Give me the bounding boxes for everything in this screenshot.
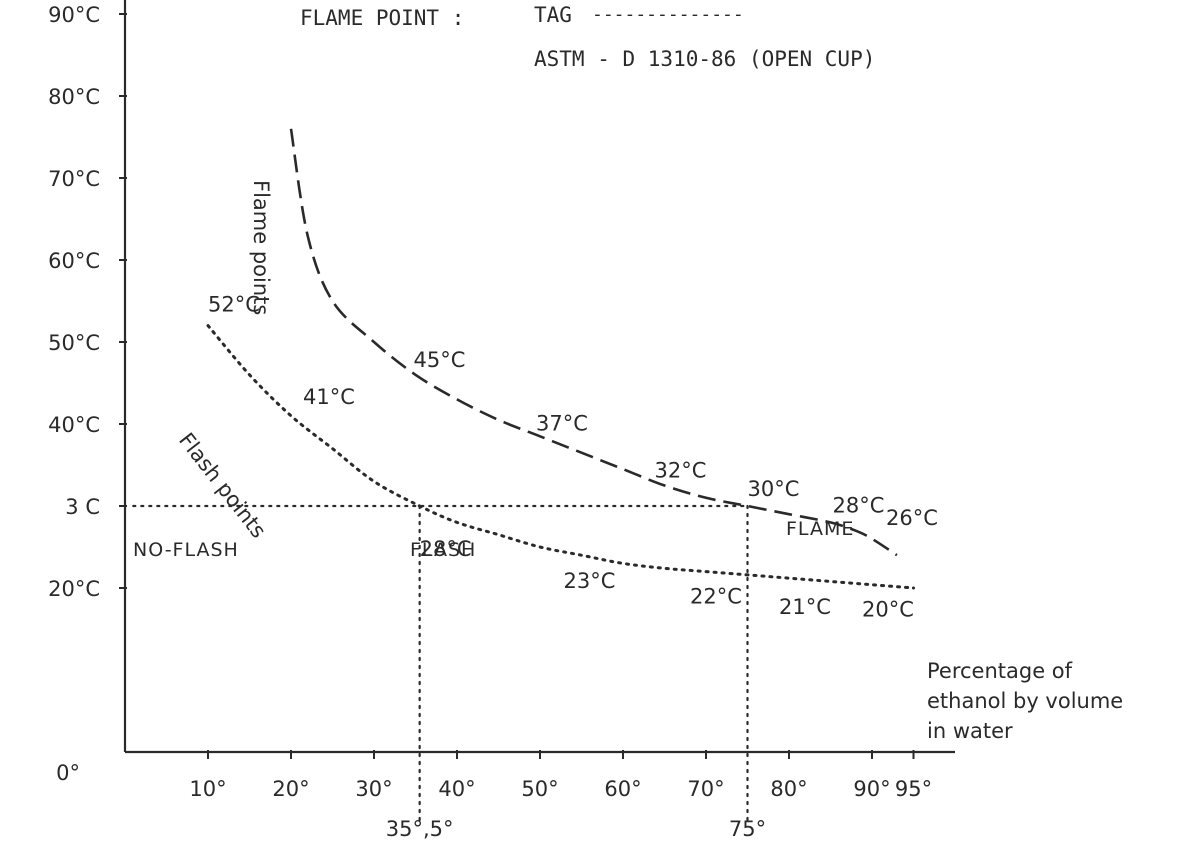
y-tick-label: 60°C (48, 249, 100, 273)
series (206, 128, 915, 590)
point-label: 20°C (862, 598, 914, 622)
y-tick-label: 20°C (48, 577, 100, 601)
point-label: 26°C (886, 506, 938, 530)
x-tick-label: 50° (521, 777, 558, 801)
y-tick-label: 70°C (48, 167, 100, 191)
flame-points-series (289, 128, 898, 557)
x-axis-ticks: 10° 20° 30° 40° 50° 60° 70° 80° 90° 95°35°,5° 75° (189, 750, 932, 841)
point-label: 32°C (655, 459, 707, 483)
region-flame-label: FLAME (786, 518, 854, 540)
x-axis-title: Percentage of ethanol by volume in water (927, 659, 1123, 743)
flash-points-label: Flash points (174, 428, 271, 542)
flash-points-series (206, 324, 915, 590)
y-axis-ticks: 100°C90°C80°C70°C60°C50°C40°C3 C20°C0° (48, 3, 127, 785)
point-label: 37°C (536, 411, 588, 435)
y-tick-label: 40°C (48, 413, 100, 437)
point-label: 28°C (833, 493, 885, 517)
point-label: 30°C (748, 477, 800, 501)
point-labels: 52°C41°C45°C37°C32°C30°C28°C26°C28°C23°C… (208, 293, 938, 622)
y-tick-label: 3 C (65, 495, 100, 519)
y-tick-label: 90°C (48, 3, 100, 27)
y-tick-label: 80°C (48, 85, 100, 109)
x-tick-label: 70° (687, 777, 724, 801)
x-tick-label: 40° (438, 777, 475, 801)
point-label: 21°C (779, 595, 831, 619)
reference-lines (132, 504, 749, 824)
legend-tag-dashes: -------------- (592, 4, 744, 25)
point-label: 22°C (690, 585, 742, 609)
x-axis-title-line: in water (927, 719, 1013, 743)
x-tick-label: 95° (895, 777, 932, 801)
legend-tag-label: TAG (534, 3, 572, 27)
point-label: 41°C (303, 385, 355, 409)
x-axis-title-line: Percentage of (927, 659, 1073, 683)
x-tick-label: 60° (604, 777, 641, 801)
x-tick-label: 30° (355, 777, 392, 801)
point-label: 52°C (208, 293, 260, 317)
x-tick-label: 20° (272, 777, 309, 801)
x-axis-title-line: ethanol by volume (927, 689, 1123, 713)
x-tick-label: 80° (770, 777, 807, 801)
legend-flame-point-label: FLAME POINT : (300, 6, 464, 30)
flame-points-label: Flame points (249, 180, 273, 315)
region-no-flash-label: NO-FLASH (133, 539, 239, 561)
x-tick-label: 90° (853, 777, 890, 801)
y-tick-label: 0° (56, 761, 80, 785)
region-flash-label: FLASH (410, 539, 476, 561)
point-label: 23°C (564, 569, 616, 593)
point-label: 28°C (420, 537, 472, 561)
point-label: 45°C (414, 348, 466, 372)
y-tick-label: 50°C (48, 331, 100, 355)
x-tick-label: 10° (189, 777, 226, 801)
legend-astm-label: ASTM - D 1310-86 (OPEN CUP) (534, 47, 875, 71)
